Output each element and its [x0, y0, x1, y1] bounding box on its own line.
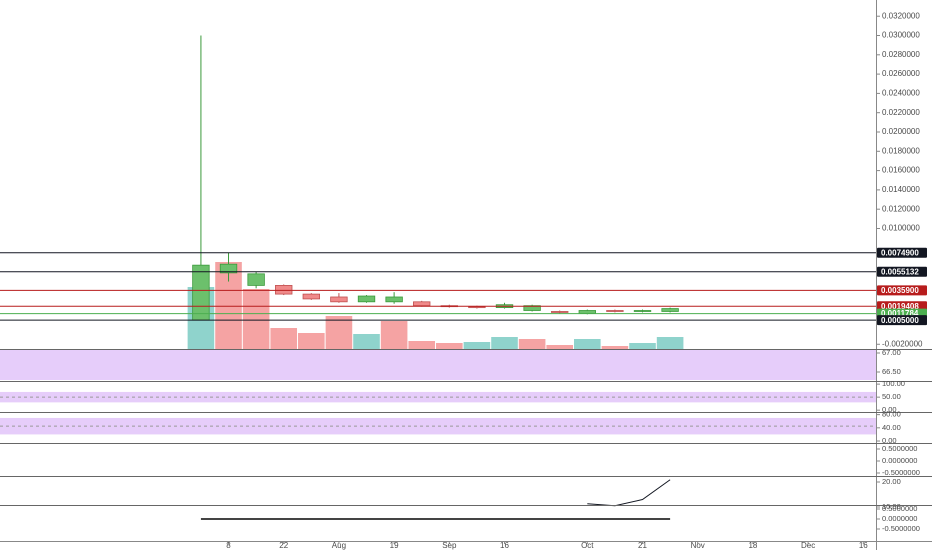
- volume-bar: [574, 339, 601, 349]
- price-label: 0.0055132: [881, 267, 919, 276]
- x-tick-label: Nov: [691, 541, 705, 550]
- x-tick-label: Aug: [332, 541, 346, 550]
- candle-body: [219, 263, 238, 274]
- volume-bar: [656, 337, 684, 349]
- y-tick-label: 0.0220000: [882, 108, 920, 117]
- y-tick-label: 0.0160000: [882, 166, 920, 175]
- volume-bar: [601, 346, 629, 349]
- indicator-line: [587, 479, 671, 507]
- candle-body: [578, 310, 596, 314]
- y-tick-label: 0.5000000: [882, 444, 917, 453]
- price-label-box: [877, 285, 927, 296]
- candle-body: [633, 310, 652, 312]
- candle-body: [385, 296, 403, 303]
- y-tick-label: 10.00: [882, 502, 901, 511]
- price-label-box: [877, 266, 927, 277]
- candle-body: [551, 311, 569, 313]
- y-tick-label: 0.00: [882, 436, 897, 445]
- volume-bar: [436, 343, 463, 349]
- candle-body: [413, 301, 431, 307]
- y-tick-label: 80.00: [882, 410, 901, 419]
- price-label: 0.0035900: [881, 286, 919, 295]
- price-label-box: [877, 247, 927, 258]
- volume-bar: [546, 345, 574, 349]
- price-label: 0.0074900: [881, 248, 919, 257]
- candle-body: [357, 295, 376, 303]
- candle-body: [302, 293, 320, 300]
- volume-bar: [629, 343, 656, 349]
- volume-bar: [380, 321, 408, 349]
- y-tick-label: 0.0100000: [882, 224, 920, 233]
- y-tick-label: 0.0260000: [882, 69, 920, 78]
- y-tick-label: 40.00: [882, 423, 901, 432]
- y-tick-label: 50.00: [882, 392, 901, 401]
- candle-body: [247, 273, 265, 286]
- x-tick-label: 19: [390, 541, 399, 550]
- x-tick-label: 8: [226, 541, 231, 550]
- y-tick-label: -0.5000000: [882, 468, 920, 477]
- y-tick-label: 0.0000000: [882, 456, 917, 465]
- y-tick-label: 100.00: [882, 379, 905, 388]
- x-tick-label: 21: [638, 541, 647, 550]
- candle-body: [192, 264, 210, 321]
- y-tick-label: 20.00: [882, 477, 901, 486]
- y-tick-label: -0.5000000: [882, 524, 920, 533]
- y-tick-label: 0.0000000: [882, 514, 917, 523]
- y-tick-label: 0.5000000: [882, 504, 917, 513]
- price-label: 0.0005000: [881, 316, 919, 325]
- y-tick-label: 0.0120000: [882, 204, 920, 213]
- y-tick-label: 0.0300000: [882, 31, 920, 40]
- y-tick-label: 0.0240000: [882, 89, 920, 98]
- candle-body: [330, 296, 348, 303]
- price-label-box: [877, 315, 927, 326]
- x-tick-label: 18: [748, 541, 757, 550]
- pane-fill: [0, 349, 876, 380]
- price-label: 0.0019408: [881, 302, 919, 311]
- candle-body: [275, 285, 293, 295]
- candle-body: [468, 306, 486, 309]
- y-tick-label: 0.0320000: [882, 11, 920, 20]
- y-tick-label: -0.0020000: [882, 339, 923, 348]
- x-tick-label: 22: [279, 541, 288, 550]
- y-tick-label: 66.50: [882, 367, 901, 376]
- volume-bar: [491, 337, 518, 349]
- x-tick-label: 16: [859, 541, 868, 550]
- candle-body: [606, 310, 624, 312]
- x-tick-label: Oct: [581, 541, 594, 550]
- volume-bar: [325, 316, 353, 349]
- y-tick-label: 0.0180000: [882, 146, 920, 155]
- y-tick-label: 0.0200000: [882, 127, 920, 136]
- volume-bar: [353, 334, 380, 349]
- volume-bar: [270, 328, 298, 349]
- y-tick-label: 0.0280000: [882, 50, 920, 59]
- candle-body: [523, 305, 541, 311]
- volume-bar: [518, 339, 546, 349]
- y-tick-label: 0.00: [882, 405, 897, 414]
- volume-bar: [242, 289, 270, 349]
- x-tick-label: Sep: [442, 541, 457, 550]
- volume-bar: [408, 341, 436, 349]
- y-tick-label: 67.00: [882, 348, 901, 357]
- y-tick-label: 0.0140000: [882, 185, 920, 194]
- volume-bar: [298, 333, 325, 349]
- candle-body: [661, 308, 679, 312]
- volume-bar: [463, 342, 491, 349]
- price-label: 0.0011784: [881, 309, 919, 318]
- x-tick-label: 16: [500, 541, 509, 550]
- x-tick-label: Dec: [801, 541, 815, 550]
